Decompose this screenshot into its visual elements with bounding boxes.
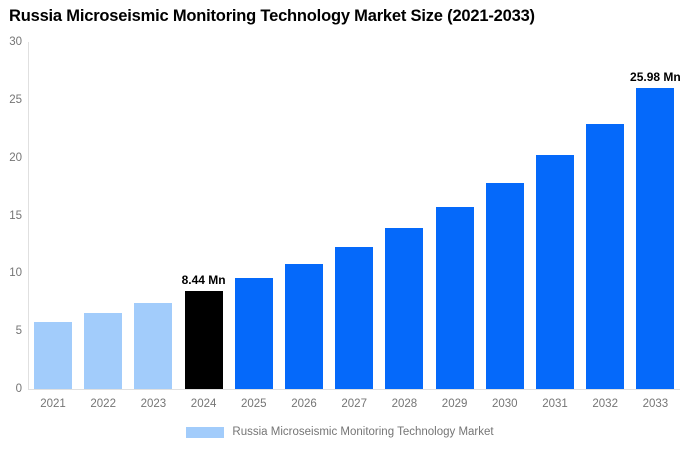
x-axis-label-2030: 2030 — [492, 398, 518, 410]
x-axis-label-2021: 2021 — [40, 398, 66, 410]
bar-value-label-2033: 25.98 Mn — [630, 70, 680, 85]
y-axis-label-0: 0 — [15, 383, 22, 395]
bar-2024[interactable] — [184, 291, 223, 389]
bar-2021[interactable] — [34, 321, 72, 389]
bar-2027[interactable] — [335, 247, 374, 389]
x-axis-line — [28, 389, 680, 390]
bar-2023[interactable] — [134, 302, 173, 389]
x-axis-label-2028: 2028 — [391, 398, 418, 410]
bar-2033[interactable] — [636, 88, 675, 389]
bar-value-label-2024: 8.44 Mn — [181, 273, 226, 288]
x-axis-label-2025: 2025 — [241, 398, 267, 410]
x-axis-label-2032: 2032 — [592, 398, 618, 410]
y-axis-label-15: 15 — [9, 209, 22, 222]
chart-title: Russia Microseismic Monitoring Technolog… — [9, 7, 535, 25]
y-axis-label-10: 10 — [9, 267, 22, 280]
y-axis-label-30: 30 — [9, 36, 22, 48]
y-axis-line — [28, 42, 29, 389]
x-axis-label-2026: 2026 — [291, 398, 317, 410]
bar-2025[interactable] — [234, 278, 273, 389]
legend-swatch — [186, 426, 225, 438]
bar-2029[interactable] — [435, 206, 474, 389]
x-axis-label-2027: 2027 — [341, 398, 367, 410]
y-axis-label-20: 20 — [9, 151, 22, 164]
x-axis-label-2033: 2033 — [642, 398, 669, 410]
y-axis-label-5: 5 — [15, 325, 22, 338]
x-axis-label-2031: 2031 — [542, 398, 568, 410]
bar-2032[interactable] — [586, 124, 625, 389]
x-axis-label-2024: 2024 — [190, 398, 217, 410]
x-axis-label-2029: 2029 — [441, 398, 468, 410]
legend-label: Russia Microseismic Monitoring Technolog… — [232, 426, 494, 438]
legend-item[interactable]: Russia Microseismic Monitoring Technolog… — [0, 424, 680, 440]
bar-2026[interactable] — [285, 263, 323, 389]
bar-2022[interactable] — [84, 313, 123, 389]
bar-2031[interactable] — [536, 155, 574, 389]
x-axis-label-2022: 2022 — [90, 398, 116, 410]
bar-2030[interactable] — [485, 182, 524, 389]
y-axis-label-25: 25 — [9, 93, 22, 106]
bar-2028[interactable] — [385, 228, 424, 389]
x-axis-label-2023: 2023 — [140, 398, 167, 410]
